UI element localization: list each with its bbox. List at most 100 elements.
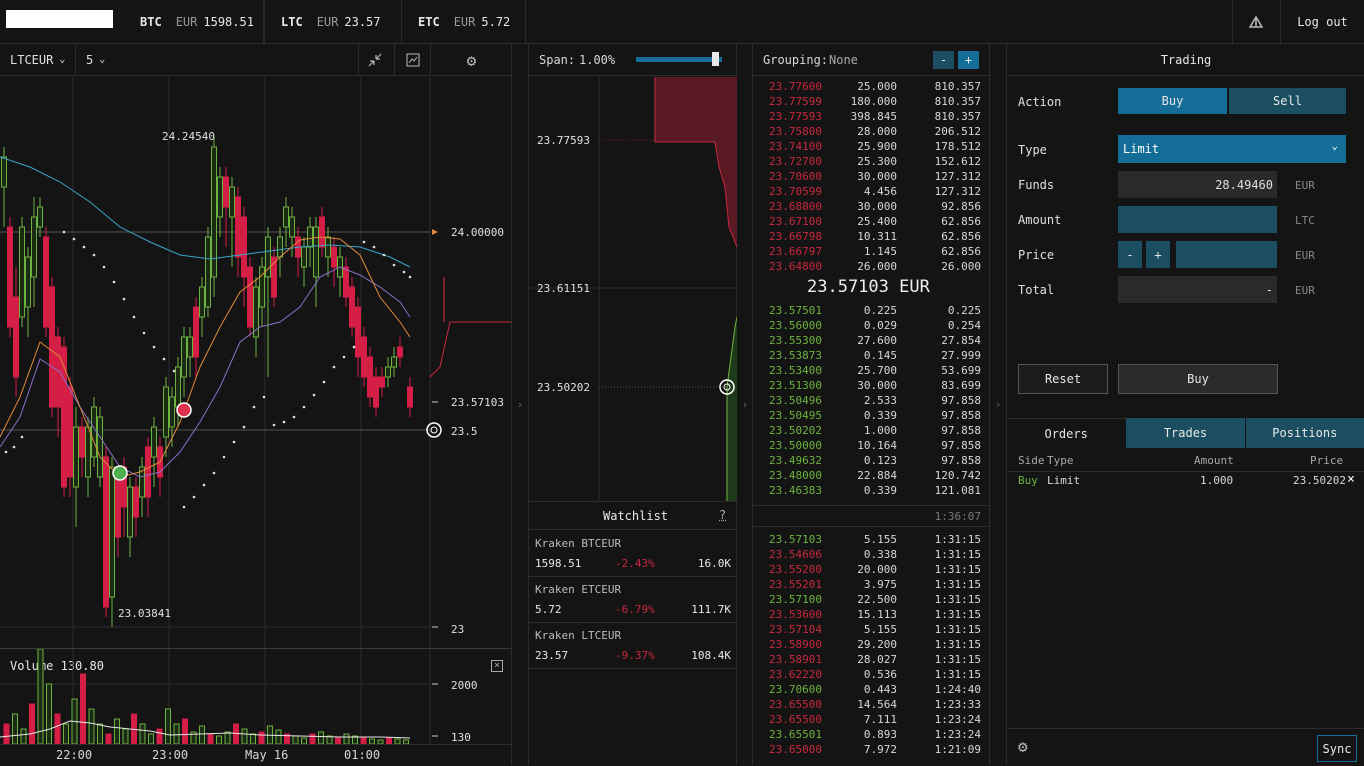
buy-toggle-button[interactable]: Buy xyxy=(1118,88,1227,114)
ticker-ltc[interactable]: LTC EUR 23.57 xyxy=(264,0,402,44)
bid-row[interactable]: 23.50000 10.164 97.858 xyxy=(753,439,989,454)
bid-row[interactable]: 23.56000 0.029 0.254 xyxy=(753,319,989,334)
price-increment-button[interactable]: + xyxy=(1146,241,1170,268)
sync-button[interactable]: Sync xyxy=(1317,735,1357,762)
price-input[interactable] xyxy=(1176,241,1277,268)
trade-row[interactable]: 23.55201 3.975 1:31:15 xyxy=(753,578,989,593)
watchlist-item[interactable]: Kraken LTCEUR 23.57 -9.37% 108.4K xyxy=(529,623,737,669)
trade-row[interactable]: 23.57104 5.155 1:31:15 xyxy=(753,623,989,638)
row-price: 23.66798 xyxy=(769,230,822,243)
span-slider-handle[interactable] xyxy=(712,52,719,66)
row-amount: 10.311 xyxy=(857,230,897,243)
interval-select[interactable]: 5 ⌄ xyxy=(76,44,120,76)
ask-row[interactable]: 23.75800 28.000 206.512 xyxy=(753,125,989,140)
trade-row[interactable]: 23.54606 0.338 1:31:15 xyxy=(753,548,989,563)
ask-row[interactable]: 23.66798 10.311 62.856 xyxy=(753,230,989,245)
trade-row[interactable]: 23.57100 22.500 1:31:15 xyxy=(753,593,989,608)
row-amount: 1.000 xyxy=(863,424,897,437)
pair-select[interactable]: LTCEUR ⌄ xyxy=(0,43,76,76)
trade-row[interactable]: 23.65501 0.893 1:23:24 xyxy=(753,728,989,743)
watchlist-item-price: 5.72 xyxy=(535,603,562,616)
amount-input[interactable] xyxy=(1118,206,1277,233)
trade-row[interactable]: 23.70600 0.443 1:24:40 xyxy=(753,683,989,698)
candle-body xyxy=(259,266,265,308)
grouping-plus-button[interactable]: + xyxy=(958,51,979,69)
bid-row[interactable]: 23.53873 0.145 27.999 xyxy=(753,349,989,364)
ask-row[interactable]: 23.70599 4.456 127.312 xyxy=(753,185,989,200)
ask-row[interactable]: 23.77593 398.845 810.357 xyxy=(753,110,989,125)
order-type-select[interactable]: Limit ⌄ xyxy=(1118,135,1346,163)
watchlist-item[interactable]: Kraken ETCEUR 5.72 -6.79% 111.7K xyxy=(529,577,737,623)
collapse-icon[interactable] xyxy=(358,44,390,76)
trade-row[interactable]: 23.58900 29.200 1:31:15 xyxy=(753,638,989,653)
grouping-bar: Grouping: None - + xyxy=(753,44,989,76)
trade-row[interactable]: 23.55200 20.000 1:31:15 xyxy=(753,563,989,578)
chevron-right-icon[interactable]: › xyxy=(516,398,524,411)
trade-row[interactable]: 23.57103 5.155 1:31:15 xyxy=(753,533,989,548)
close-icon[interactable]: × xyxy=(491,660,503,672)
candle-body xyxy=(385,366,391,378)
price-decrement-button[interactable]: - xyxy=(1118,241,1142,268)
grouping-minus-button[interactable]: - xyxy=(933,51,954,69)
bid-row[interactable]: 23.55300 27.600 27.854 xyxy=(753,334,989,349)
bid-row[interactable]: 23.50495 0.339 97.858 xyxy=(753,409,989,424)
bid-row[interactable]: 23.50496 2.533 97.858 xyxy=(753,394,989,409)
bid-row[interactable]: 23.49632 0.123 97.858 xyxy=(753,454,989,469)
tab-orders[interactable]: Orders xyxy=(1007,418,1127,448)
span-slider[interactable] xyxy=(636,57,722,62)
chart-settings-gear-icon[interactable]: ⚙ xyxy=(430,44,512,76)
ask-row[interactable]: 23.66797 1.145 62.856 xyxy=(753,245,989,260)
ticker-etc[interactable]: ETC EUR 5.72 xyxy=(402,0,526,44)
ask-row[interactable]: 23.74100 25.900 178.512 xyxy=(753,140,989,155)
help-icon[interactable]: ? xyxy=(719,508,727,522)
tab-trades[interactable]: Trades xyxy=(1126,418,1246,448)
logout-button[interactable]: Log out xyxy=(1280,0,1364,44)
ask-row[interactable]: 23.70600 30.000 127.312 xyxy=(753,170,989,185)
ticker-btc[interactable]: BTC EUR 1598.51 xyxy=(124,0,264,44)
trade-row[interactable]: 23.53600 15.113 1:31:15 xyxy=(753,608,989,623)
trade-row[interactable]: 23.62220 0.536 1:31:15 xyxy=(753,668,989,683)
bid-row[interactable]: 23.48000 22.884 120.742 xyxy=(753,469,989,484)
trade-row[interactable]: 23.65500 14.564 1:23:33 xyxy=(753,698,989,713)
settings-gear-icon[interactable]: ⚙ xyxy=(1018,737,1028,756)
trade-row[interactable]: 23.65000 7.972 1:21:09 xyxy=(753,743,989,758)
submit-buy-button[interactable]: Buy xyxy=(1118,364,1278,394)
bid-row[interactable]: 23.50202 1.000 97.858 xyxy=(753,424,989,439)
sar-dot xyxy=(72,237,76,241)
watchlist: Watchlist ? Kraken BTCEUR 1598.51 -2.43% 16… xyxy=(529,501,737,765)
reset-button[interactable]: Reset xyxy=(1018,364,1108,394)
trade-row[interactable]: 23.65500 7.111 1:23:24 xyxy=(753,713,989,728)
watchlist-title: Watchlist xyxy=(603,509,669,523)
bid-row[interactable]: 23.53400 25.700 53.699 xyxy=(753,364,989,379)
volume-pane[interactable]: Volume 130.80 × 2000 130 22:00 23:00 May… xyxy=(0,648,511,765)
bid-row[interactable]: 23.57501 0.225 0.225 xyxy=(753,304,989,319)
candle-body xyxy=(319,216,325,248)
bid-row[interactable]: 23.46383 0.339 121.081 xyxy=(753,484,989,499)
ask-row[interactable]: 23.67100 25.400 62.856 xyxy=(753,215,989,230)
candlestick-chart[interactable]: 24.24540 23.03841 24.00000 23.57103 23.5… xyxy=(0,77,511,677)
trade-row[interactable]: 23.58901 28.027 1:31:15 xyxy=(753,653,989,668)
row-total: 62.856 xyxy=(941,215,981,228)
watchlist-item[interactable]: Kraken BTCEUR 1598.51 -2.43% 16.0K xyxy=(529,531,737,577)
indicator-icon[interactable] xyxy=(394,44,430,76)
bid-row[interactable]: 23.51300 30.000 83.699 xyxy=(753,379,989,394)
cancel-order-icon[interactable]: × xyxy=(1347,472,1355,487)
candle-body xyxy=(127,486,133,538)
layout-icon[interactable] xyxy=(1232,0,1278,44)
order-row[interactable]: Buy Limit 1.000 23.50202 × xyxy=(1007,472,1364,492)
chevron-right-icon[interactable]: › xyxy=(741,398,749,411)
ask-row[interactable]: 23.77599 180.000 810.357 xyxy=(753,95,989,110)
ask-row[interactable]: 23.77600 25.000 810.357 xyxy=(753,80,989,95)
ask-row[interactable]: 23.72700 25.300 152.612 xyxy=(753,155,989,170)
depth-chart[interactable]: 23.77593 23.61151 23.50202 xyxy=(529,77,737,501)
row-total: 97.858 xyxy=(941,424,981,437)
ask-row[interactable]: 23.64800 26.000 26.000 xyxy=(753,260,989,275)
row-amount: 0.145 xyxy=(863,349,897,362)
ask-row[interactable]: 23.68800 30.000 92.856 xyxy=(753,200,989,215)
chevron-down-icon: ⌄ xyxy=(1331,139,1338,152)
row-amount: 2.533 xyxy=(863,394,897,407)
tab-positions[interactable]: Positions xyxy=(1245,418,1364,448)
chevron-right-icon[interactable]: › xyxy=(994,398,1002,411)
row-total: 27.999 xyxy=(941,349,981,362)
sell-toggle-button[interactable]: Sell xyxy=(1229,88,1346,114)
